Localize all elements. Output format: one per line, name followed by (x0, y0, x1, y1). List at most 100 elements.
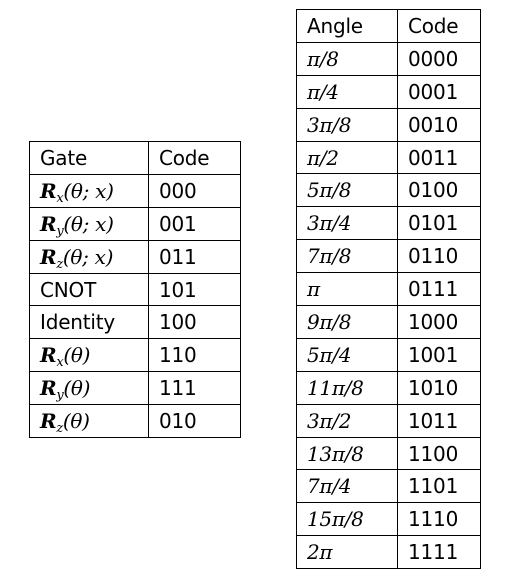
table-row: π/2 0011 (296, 140, 481, 175)
gate-symbol: R (40, 343, 57, 368)
code-cell: 0101 (397, 206, 481, 241)
angle-cell: 7π/4 (296, 469, 398, 504)
table-row: Rx(θ; x) 000 (29, 173, 241, 208)
table-row: CNOT 101 (29, 272, 241, 307)
code-cell: 001 (148, 206, 241, 241)
code-cell: 110 (148, 338, 241, 373)
code-cell: 0011 (397, 140, 481, 175)
gate-symbol: R (40, 376, 57, 401)
code-cell: 1011 (397, 403, 481, 438)
gate-cell: Rz(θ; x) (29, 239, 149, 274)
angle-cell: π (296, 272, 398, 307)
code-cell: 010 (148, 404, 241, 439)
gate-subscript: y (56, 388, 64, 404)
table-row: π 0111 (296, 272, 481, 307)
code-cell: 0001 (397, 74, 481, 109)
angle-cell: 5π/4 (296, 337, 398, 372)
code-cell: 0000 (397, 41, 481, 76)
gate-subscript: y (56, 223, 64, 239)
angle-cell: 11π/8 (296, 370, 398, 405)
gate-arguments: (θ) (62, 409, 90, 434)
angle-cell: 13π/8 (296, 436, 398, 471)
gate-cell: Identity (29, 305, 149, 340)
angle-cell: 15π/8 (296, 502, 398, 537)
angle-column-header: Angle (296, 9, 398, 43)
gate-arguments: (θ; x) (62, 244, 114, 269)
gate-cell: Rx(θ; x) (29, 173, 149, 208)
gate-symbol: R (40, 409, 57, 434)
gate-subscript: z (56, 421, 63, 437)
code-cell: 1111 (397, 535, 481, 570)
table-row: Rz(θ; x) 011 (29, 239, 241, 274)
gate-subscript: z (56, 256, 63, 272)
angle-cell: 7π/8 (296, 239, 398, 274)
table-row: π/4 0001 (296, 74, 481, 109)
gate-table-body: Rx(θ; x) 000 Ry(θ; x) 001 Rz(θ; x) 011 CNOT 101… (29, 173, 241, 439)
table-row: 7π/8 0110 (296, 239, 481, 274)
table-row: 7π/4 1101 (296, 469, 481, 504)
code-cell: 011 (148, 239, 241, 274)
code-cell: 0010 (397, 107, 481, 142)
gate-arguments: (θ) (63, 343, 91, 368)
table-row: 5π/4 1001 (296, 337, 481, 372)
angle-code-table: Angle Code π/8 0000 π/4 0001 3π/8 0010 π/2 0011… (296, 9, 481, 570)
code-cell: 100 (148, 305, 241, 340)
gate-cell: Rz(θ) (29, 404, 149, 439)
angle-cell: 3π/8 (296, 107, 398, 142)
angle-cell: 3π/4 (296, 206, 398, 241)
gate-symbol: R (40, 211, 57, 236)
table-row: 3π/2 1011 (296, 403, 481, 438)
gate-subscript: x (56, 355, 64, 371)
gate-subscript: x (56, 190, 64, 206)
table-row: Ry(θ) 111 (29, 371, 241, 406)
table-row: Rx(θ) 110 (29, 338, 241, 373)
table-row: 15π/8 1110 (296, 502, 481, 537)
table-row: π/8 0000 (296, 41, 481, 76)
gate-cell: CNOT (29, 272, 149, 307)
gate-column-header: Gate (29, 141, 149, 175)
code-cell: 1100 (397, 436, 481, 471)
gate-arguments: (θ; x) (63, 211, 114, 236)
gate-symbol: R (40, 178, 57, 203)
angle-cell: π/2 (296, 140, 398, 175)
gate-code-table: Gate Code Rx(θ; x) 000 Ry(θ; x) 001 Rz(θ; x)… (29, 141, 241, 439)
angle-cell: 5π/8 (296, 173, 398, 208)
table-row: Ry(θ; x) 001 (29, 206, 241, 241)
table-row: Rz(θ) 010 (29, 404, 241, 439)
code-cell: 111 (148, 371, 241, 406)
angle-cell: π/8 (296, 41, 398, 76)
table-row: 5π/8 0100 (296, 173, 481, 208)
code-cell: 0110 (397, 239, 481, 274)
table-row: 9π/8 1000 (296, 305, 481, 339)
code-cell: 1110 (397, 502, 481, 537)
table-row: 11π/8 1010 (296, 370, 481, 405)
angle-table-body: π/8 0000 π/4 0001 3π/8 0010 π/2 0011 5π/8 0100 3π/… (296, 41, 481, 570)
angle-cell: 9π/8 (296, 305, 398, 339)
code-cell: 1010 (397, 370, 481, 405)
angle-code-column-header: Code (397, 9, 481, 43)
table-row: 2π 1111 (296, 535, 481, 570)
angle-cell: 3π/2 (296, 403, 398, 438)
code-cell: 1001 (397, 337, 481, 372)
gate-arguments: (θ) (63, 376, 91, 401)
gate-symbol: R (40, 244, 57, 269)
code-cell: 1000 (397, 305, 481, 339)
angle-cell: π/4 (296, 74, 398, 109)
code-cell: 0111 (397, 272, 481, 307)
gate-table-header-row: Gate Code (29, 141, 241, 175)
gate-cell: Ry(θ; x) (29, 206, 149, 241)
code-cell: 000 (148, 173, 241, 208)
gate-arguments: (θ; x) (63, 178, 114, 203)
table-row: 13π/8 1100 (296, 436, 481, 471)
code-cell: 1101 (397, 469, 481, 504)
gate-cell: Rx(θ) (29, 338, 149, 373)
code-cell: 101 (148, 272, 241, 307)
angle-cell: 2π (296, 535, 398, 570)
table-row: 3π/4 0101 (296, 206, 481, 241)
code-cell: 0100 (397, 173, 481, 208)
angle-table-header-row: Angle Code (296, 9, 481, 43)
table-row: 3π/8 0010 (296, 107, 481, 142)
table-row: Identity 100 (29, 305, 241, 340)
gate-cell: Ry(θ) (29, 371, 149, 406)
gate-code-column-header: Code (148, 141, 241, 175)
